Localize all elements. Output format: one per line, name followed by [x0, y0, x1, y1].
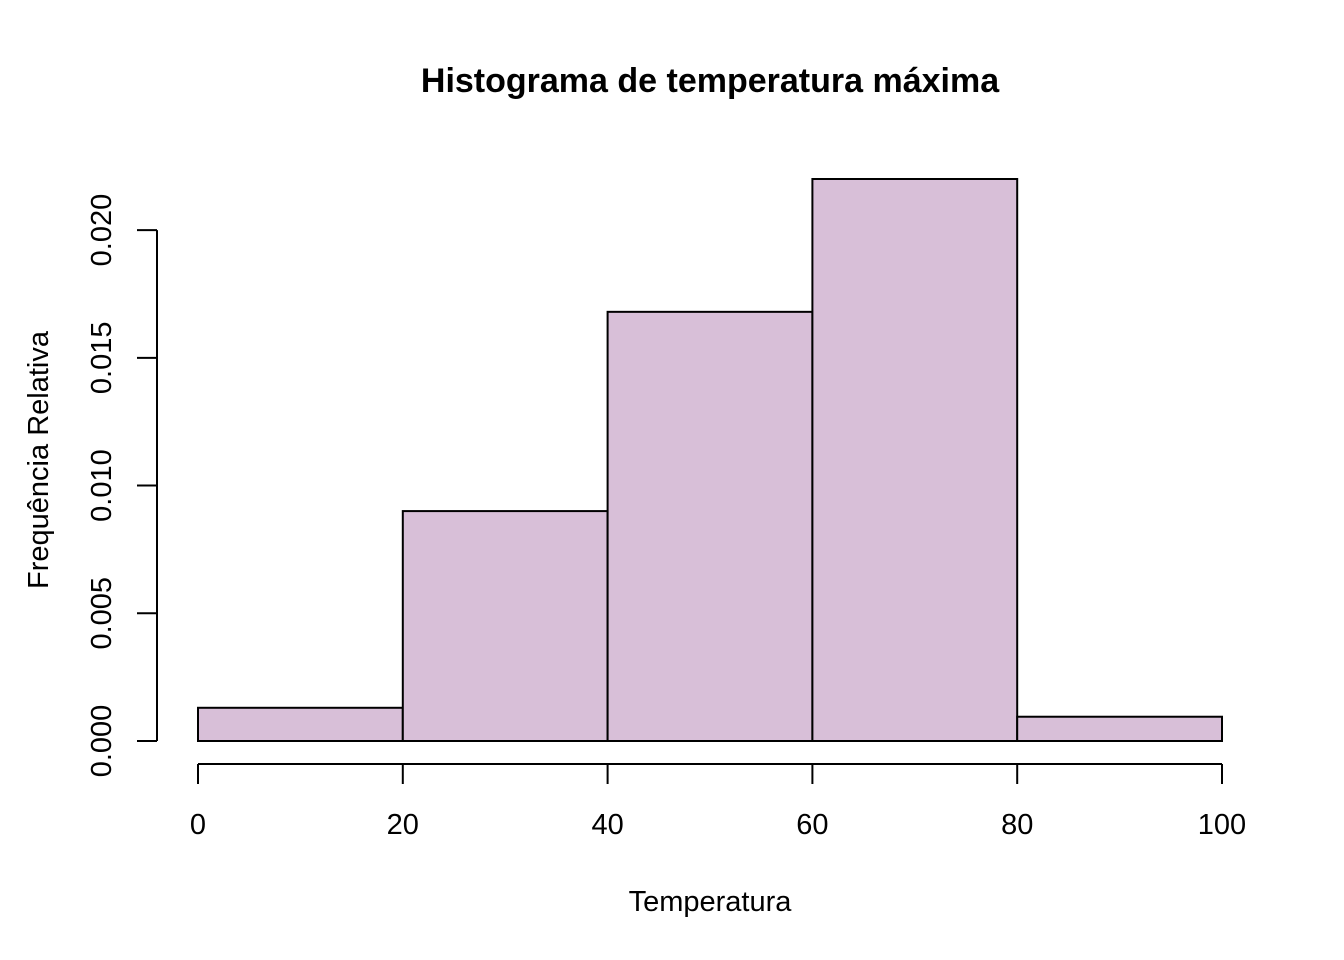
x-ticks-group: 0 20 40 60 80 100	[190, 764, 1246, 841]
histogram-bar-1	[401, 510, 609, 742]
y-ticks-group: 0.000 0.005 0.010 0.015 0.020	[86, 194, 157, 777]
x-tick-label: 80	[1001, 809, 1033, 841]
x-tick-label: 40	[591, 809, 623, 841]
histogram-bar-3	[811, 178, 1019, 742]
x-tick-label: 20	[387, 809, 419, 841]
histogram-bar-0	[197, 706, 404, 742]
y-tick-label: 0.015	[86, 322, 118, 395]
histogram-bar-4	[1016, 715, 1224, 742]
x-tick-label: 60	[796, 809, 828, 841]
y-tick-label: 0.010	[86, 449, 118, 522]
histogram-bar-2	[606, 310, 814, 742]
y-tick-label: 0.020	[86, 194, 118, 267]
y-tick-label: 0.005	[86, 577, 118, 650]
x-tick-label: 0	[190, 809, 206, 841]
y-tick-label: 0.000	[86, 705, 118, 778]
x-axis-label: Temperatura	[629, 886, 793, 918]
bars-group	[197, 178, 1224, 742]
x-tick-label: 100	[1198, 809, 1246, 841]
chart-title: Histograma de temperatura máxima	[421, 62, 1000, 100]
y-axis-label: Frequência Relativa	[23, 330, 55, 589]
